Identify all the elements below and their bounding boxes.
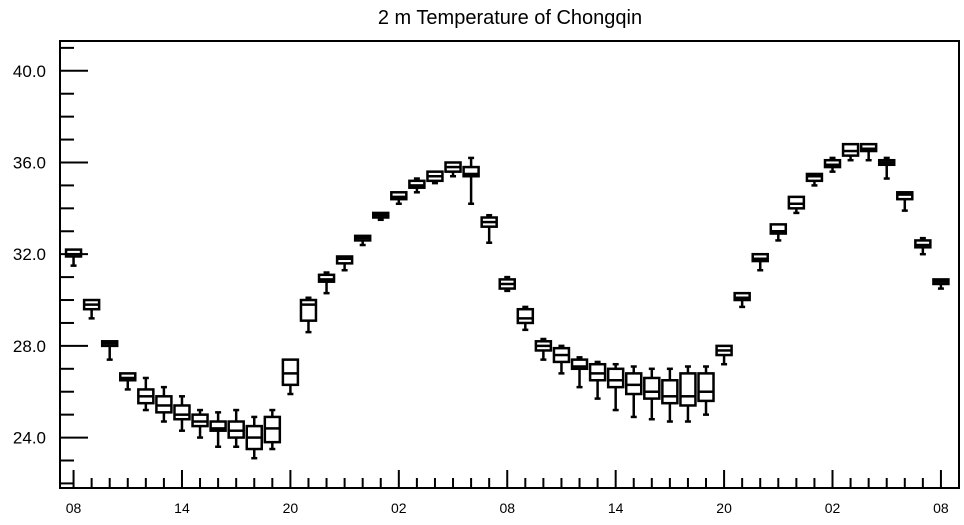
box-item [100, 340, 119, 361]
y-tick-label: 32.0 [13, 245, 46, 264]
box-item [155, 385, 173, 423]
x-tick-label: 20 [283, 500, 299, 516]
box-item [191, 408, 209, 439]
box-item [137, 376, 155, 412]
box-item [390, 191, 408, 206]
chart-title: 2 m Temperature of Chongqin [378, 7, 642, 29]
box-item [353, 234, 372, 247]
box-item [570, 356, 589, 389]
box-item [697, 365, 715, 416]
box-item [408, 177, 426, 194]
y-tick-label: 24.0 [13, 429, 46, 448]
y-axis: 24.0 28.0 32.0 36.0 40.0 [13, 46, 88, 485]
box-item [606, 362, 625, 412]
x-tick-label: 02 [391, 500, 407, 516]
box-body [462, 165, 480, 178]
box-body [516, 307, 535, 325]
box-item [733, 291, 751, 309]
box-item [751, 252, 769, 272]
box-item [932, 278, 950, 290]
box-item [498, 275, 516, 293]
box-item [769, 223, 788, 242]
x-tick-label: 08 [933, 500, 949, 516]
box-item [877, 156, 896, 180]
box-body [769, 223, 788, 235]
box-item [227, 408, 245, 448]
box-item [552, 344, 571, 375]
x-tick-label: 14 [608, 500, 624, 516]
y-tick-label: 40.0 [13, 62, 46, 81]
box-item [534, 337, 553, 361]
box-item [209, 411, 227, 448]
box-item [787, 195, 806, 215]
box-item [823, 156, 842, 173]
box-item [299, 296, 318, 334]
box-item [679, 365, 697, 423]
box-item [335, 255, 354, 272]
box-item [661, 367, 679, 423]
box-item [119, 372, 137, 391]
box-item [64, 248, 83, 267]
plot-frame [59, 40, 960, 489]
box-item [841, 142, 860, 162]
x-tick-label: 08 [499, 500, 515, 516]
box-body [570, 358, 589, 371]
box-item [914, 236, 932, 256]
box-body [661, 379, 679, 405]
box-item [263, 408, 282, 451]
box-body [173, 404, 191, 421]
box-item [624, 365, 643, 419]
box-series [64, 142, 950, 460]
box-item [643, 367, 661, 421]
x-tick-label: 08 [66, 500, 82, 516]
box-body [643, 376, 661, 400]
x-axis: 08 14 20 02 08 14 20 02 08 [66, 470, 949, 516]
box-item [715, 344, 733, 366]
box-item [444, 161, 462, 178]
box-item [317, 271, 336, 295]
box-body [606, 367, 625, 389]
box-item [805, 172, 824, 187]
box-item [245, 415, 264, 460]
y-tick-label: 28.0 [13, 337, 46, 356]
x-tick-label: 14 [174, 500, 190, 516]
box-body [209, 420, 227, 432]
box-body [679, 372, 697, 407]
box-item [426, 170, 444, 185]
box-body [697, 372, 715, 403]
box-item [462, 156, 480, 206]
box-item [371, 211, 390, 222]
box-item [516, 305, 535, 332]
box-item [896, 191, 914, 212]
x-tick-label: 02 [825, 500, 841, 516]
box-item [281, 358, 300, 396]
box-item [588, 360, 607, 400]
x-tick-label: 20 [716, 500, 732, 516]
box-item [173, 395, 191, 432]
box-item [480, 213, 498, 244]
box-body [299, 298, 318, 322]
box-item [82, 298, 101, 320]
y-tick-label: 36.0 [13, 153, 46, 172]
box-item [859, 142, 878, 162]
